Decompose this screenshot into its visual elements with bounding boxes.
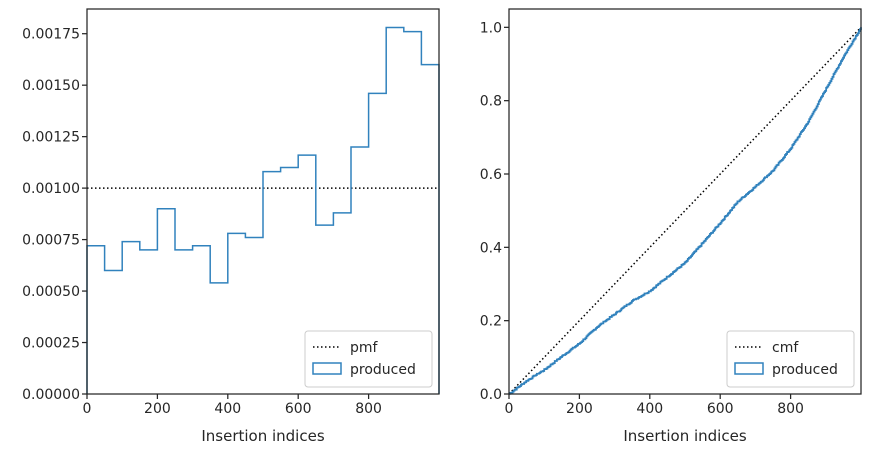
legend: cmf produced <box>726 330 855 388</box>
x-tick-label: 400 <box>636 401 663 417</box>
x-tick-label: 0 <box>505 401 514 417</box>
y-tick-label: 0.00150 <box>22 78 80 94</box>
x-tick-label: 800 <box>355 401 382 417</box>
y-tick-label: 0.2 <box>480 314 502 330</box>
y-tick-label: 0.00100 <box>22 181 80 197</box>
x-tick-label: 600 <box>285 401 312 417</box>
y-tick-label: 0.0 <box>480 387 502 403</box>
y-tick-label: 1.0 <box>480 20 502 36</box>
x-tick-label: 600 <box>707 401 734 417</box>
x-axis-label: Insertion indices <box>623 427 746 445</box>
axes-frame <box>508 8 862 395</box>
legend-box <box>304 330 433 388</box>
legend-produced-label: produced <box>772 362 838 378</box>
legend: pmf produced <box>304 330 433 388</box>
y-tick-label: 0.00050 <box>22 284 80 300</box>
legend-produced-swatch <box>734 362 764 375</box>
y-tick-label: 0.4 <box>480 240 502 256</box>
x-tick-label: 800 <box>777 401 804 417</box>
x-tick-label: 0 <box>83 401 92 417</box>
y-tick-label: 0.00000 <box>22 387 80 403</box>
legend-box <box>726 330 855 388</box>
y-tick-label: 0.00075 <box>22 233 80 249</box>
legend-produced-swatch <box>312 362 342 375</box>
y-tick-label: 0.00125 <box>22 130 80 146</box>
x-axis-label: Insertion indices <box>201 427 324 445</box>
x-tick-label: 200 <box>566 401 593 417</box>
produced-histogram <box>86 26 440 394</box>
x-tick-label: 400 <box>214 401 241 417</box>
cmf-panel: 0 200 400 600 800 0.0 0.2 0.4 0.6 0.8 1.0 Insertion… <box>480 8 862 445</box>
y-tick-label: 0.8 <box>480 94 502 110</box>
cmf-line <box>508 26 862 395</box>
produced-cdf-line <box>508 27 862 395</box>
x-tick-label: 200 <box>144 401 171 417</box>
pmf-panel: 0 200 400 600 800 0.00000 0.00025 0.00050 0.0007… <box>22 8 440 445</box>
y-tick-label: 0.00175 <box>22 27 80 43</box>
axes-frame <box>86 8 440 395</box>
legend-cmf-label: cmf <box>772 340 799 356</box>
legend-produced-label: produced <box>350 362 416 378</box>
legend-pmf-label: pmf <box>350 340 379 356</box>
y-tick-label: 0.6 <box>480 167 502 183</box>
y-tick-label: 0.00025 <box>22 336 80 352</box>
